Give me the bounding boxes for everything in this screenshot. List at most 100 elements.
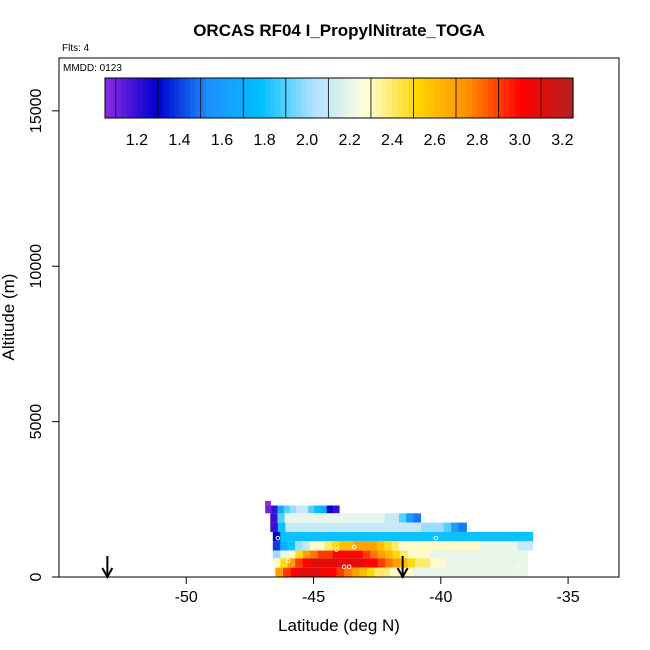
colorbar-tick-label-3: 1.8 [253, 132, 275, 149]
colorbar-swatch-73 [493, 78, 500, 118]
heatmap-cell-r5-c5 [309, 541, 318, 551]
heatmap-cell-r7-c13 [370, 558, 379, 568]
heatmap-cell-r8-c11 [359, 567, 368, 577]
colorbar-swatch-76 [509, 78, 516, 118]
heatmap-cell-r3-c23 [443, 522, 452, 532]
colorbar-tick-label-9: 3.0 [509, 132, 531, 149]
heatmap-cell-r7-c19 [415, 558, 424, 568]
heatmap-cell-r7-c20 [422, 558, 431, 568]
heatmap-cell-r4-c29 [487, 531, 496, 542]
heatmap-cell-r1-c10 [326, 505, 334, 514]
heatmap-cell-r4-c19 [413, 531, 422, 542]
heatmap-cell-r6-c23 [445, 550, 454, 559]
heatmap-cell-r6-c5 [310, 550, 319, 559]
colorbar-swatch-13 [174, 78, 181, 118]
heatmap-cell-r5-c2 [287, 541, 296, 551]
heatmap-cell-r7-c22 [437, 558, 446, 568]
heatmap-cell-r6-c6 [317, 550, 326, 559]
heatmap-cell-r4-c7 [324, 531, 333, 542]
heatmap-cell-r3-c21 [428, 522, 437, 532]
heatmap-cell-r4-c18 [406, 531, 415, 542]
heatmap-cell-r3-c3 [292, 522, 302, 532]
colorbar-swatch-62 [434, 78, 441, 118]
sample-marker-0 [275, 535, 281, 541]
colorbar-swatch-50 [370, 78, 377, 118]
heatmap-cell-r3-c16 [390, 522, 400, 532]
colorbar-swatch-17 [195, 78, 202, 118]
colorbar-swatch-16 [190, 78, 197, 118]
heatmap-cell-r8-c28 [489, 567, 498, 577]
heatmap-cell-r5-c13 [369, 541, 378, 551]
heatmap-cell-r7-c18 [407, 558, 416, 568]
heatmap-cell-r5-c3 [295, 541, 304, 551]
heatmap-cell-r7-c27 [474, 558, 484, 568]
colorbar-swatch-53 [386, 78, 393, 118]
heatmap-cell-r8-c6 [321, 567, 330, 577]
heatmap-cell-r4-c31 [502, 531, 511, 542]
heatmap-cell-r4-c27 [473, 531, 482, 542]
x-axis-label: Latitude (deg N) [278, 616, 400, 635]
heatmap-cell-r2-c8 [327, 513, 336, 523]
heatmap-cell-r3-c14 [375, 522, 384, 532]
heatmap-cell-r8-c5 [313, 567, 322, 577]
colorbar-swatch-46 [349, 78, 356, 118]
colorbar-swatch-34 [285, 78, 292, 118]
heatmap-cell-r8-c22 [443, 567, 452, 577]
heatmap-cell-r8-c2 [290, 567, 299, 577]
date-label: MMDD: 0123 [63, 63, 122, 74]
heatmap-cell-r4-c24 [450, 531, 459, 542]
colorbar-swatch-45 [344, 78, 351, 118]
heatmap-cell-r6-c9 [340, 550, 349, 559]
colorbar-swatch-26 [243, 78, 250, 118]
sample-marker-4 [341, 564, 347, 569]
colorbar-swatch-47 [354, 78, 361, 118]
heatmap-cell-r5-c32 [510, 541, 519, 551]
heatmap-cell-r3-c6 [315, 522, 324, 532]
heatmap-cell-r4-c33 [517, 531, 526, 542]
colorbar-tick-label-1: 1.4 [168, 132, 190, 149]
colorbar-swatch-65 [450, 78, 457, 118]
heatmap-cell-r4-c22 [436, 531, 445, 542]
colorbar-swatch-70 [477, 78, 484, 118]
colorbar-swatch-21 [216, 78, 223, 118]
heatmap-cell-r6-c30 [497, 550, 506, 559]
heatmap-cell-r4-c6 [317, 531, 326, 542]
colorbar-swatch-79 [525, 78, 532, 118]
heatmap-cell-r4-c32 [510, 531, 519, 542]
heatmap-cell-r3-c13 [368, 522, 377, 532]
heatmap-cell-r8-c23 [451, 567, 460, 577]
heatmap-cell-r3-c24 [451, 522, 460, 532]
heatmap-cell-r6-c29 [489, 550, 499, 559]
heatmap-cell-r4-c4 [302, 531, 311, 542]
y-tick-label-1: 5000 [28, 404, 45, 440]
colorbar-swatch-85 [557, 78, 563, 118]
heatmap-cell-r7-c17 [400, 558, 409, 568]
heatmap-cell-r2-c14 [370, 513, 379, 523]
heatmap-cell-r2-c18 [399, 513, 407, 523]
colorbar-swatch-12 [168, 78, 175, 118]
heatmap-cell-r8-c1 [283, 567, 292, 577]
heatmap-cell-r7-c3 [295, 558, 304, 568]
heatmap-cell-r8-c13 [374, 567, 383, 577]
heatmap-cell-r8-c32 [519, 567, 528, 577]
colorbar-swatch-1 [110, 78, 117, 118]
heatmap-cell-r7-c15 [385, 558, 394, 568]
heatmap-cell-r8-c25 [466, 567, 475, 577]
heatmap-cell-r2-c11 [348, 513, 357, 523]
heatmap-cell-r4-c9 [339, 531, 348, 542]
heatmap-cell-r4-c5 [309, 531, 318, 542]
heatmap-cell-r8-c26 [473, 567, 483, 577]
heatmap-cell-r7-c24 [452, 558, 461, 568]
heatmap-cell-r8-c18 [412, 567, 422, 577]
heatmap-cell-r4-c3 [295, 531, 304, 542]
heatmap-cell-r7-c21 [430, 558, 439, 568]
y-axis-label: Altitude (m) [0, 274, 18, 361]
heatmap-cell-r6-c31 [504, 550, 513, 559]
colorbar-swatch-78 [519, 78, 526, 118]
heatmap-cell-r7-c9 [340, 558, 349, 568]
colorbar-swatch-59 [418, 78, 425, 118]
heatmap-cell-r5-c10 [347, 541, 356, 551]
heatmap-cell-r5-c26 [465, 541, 474, 551]
heatmap-cell-r3-c8 [330, 522, 339, 532]
